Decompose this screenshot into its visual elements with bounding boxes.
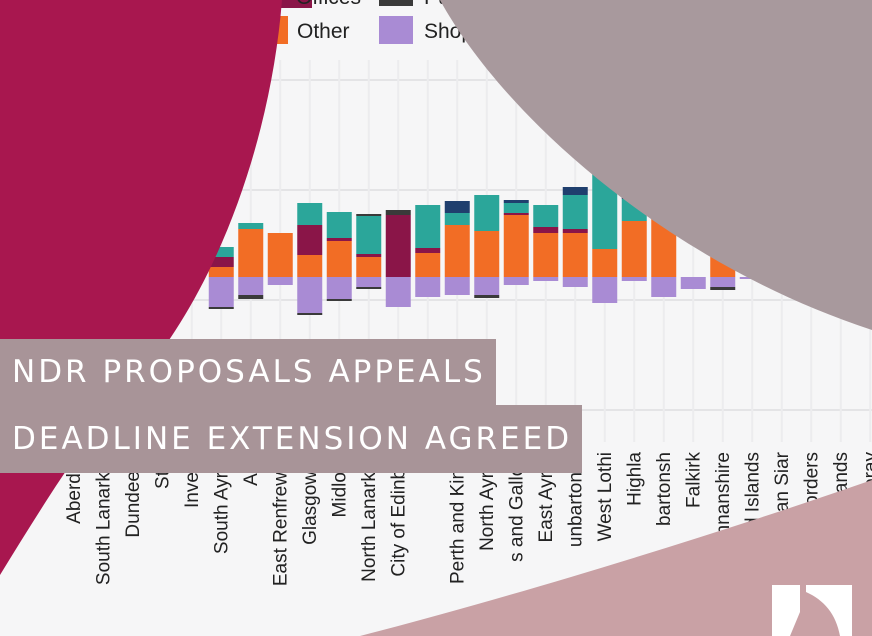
bar-segment-other [592,249,618,277]
x-tick-label: Glasgow C [300,452,321,545]
bar-segment-industrial [356,216,382,254]
bar-segment-other [503,215,529,277]
legend-swatch-pubs [379,0,413,6]
x-tick-label: East Ayrsh [536,452,557,542]
bar-segment-other [621,221,647,277]
bar-segment-hotels [562,187,588,195]
bar-segment-industrial [562,195,588,229]
bar-segment-shops [710,277,736,287]
bar-segment-offices [385,215,411,277]
bar-segment-other [238,229,264,277]
bar-segment-shops [592,277,618,303]
x-tick-label: East Renfrewsh [270,452,291,586]
bar-segment-pubs [710,287,736,290]
bar-segment-other [267,233,293,277]
x-tick-label: South Lanarksh [93,452,114,585]
bar-segment-shops [267,277,293,285]
bar-segment-pubs [297,313,323,315]
bar-segment-pubs [385,210,411,215]
bar-segment-shops [651,277,677,297]
x-tick-label: Perth and Kinro [447,452,468,584]
bar-segment-shops [238,277,264,295]
bar-segment-offices [208,257,234,267]
bar-segment-industrial [238,223,264,229]
bar-segment-offices [297,225,323,255]
bar-segment-industrial [444,213,470,225]
bar-segment-shops [415,277,441,297]
bar-segment-shops [297,277,323,313]
chart-bars [208,173,765,315]
bar-segment-other [562,233,588,277]
legend-swatch-offices [272,0,312,8]
bar-segment-shops [444,277,470,295]
bar-segment-shops [621,277,647,281]
bar-segment-shops [208,277,234,307]
x-tick-label: Dundee C [123,452,144,538]
bar-segment-pubs [326,299,352,301]
x-tick-label: West Lothi [595,452,616,541]
bar-segment-industrial [533,205,559,227]
legend-label-other: Other [297,20,350,43]
x-tick-label: d Islands [742,452,763,528]
x-tick-label: North Ayrsh [477,452,498,551]
bar-segment-pubs [356,214,382,216]
bar-segment-other [474,231,500,277]
x-tick-label: South Ayrsh [211,452,232,554]
x-tick-label: bartonsh [654,452,675,526]
bar-segment-pubs [474,295,500,298]
brand-logo-icon [772,585,852,636]
bar-segment-other [208,267,234,277]
decorative-mauve-shape [440,0,872,330]
bar-segment-offices [562,229,588,233]
bar-segment-shops [356,277,382,287]
x-tick-label: Moray [860,452,872,505]
bar-segment-offices [503,213,529,215]
x-tick-label: Highla [624,452,645,506]
legend-label-offices: Offices [296,0,361,9]
bar-segment-industrial [503,203,529,213]
bar-segment-hotels [444,201,470,213]
bar-segment-other [444,225,470,277]
bar-segment-other [356,257,382,277]
x-tick-label: nnanshire [713,452,734,535]
bar-segment-industrial [326,212,352,238]
x-tick-label: North Lanarksh [359,452,380,582]
bar-segment-offices [415,248,441,253]
x-tick-label: Falkirk [683,452,704,508]
bar-segment-industrial [208,247,234,257]
bar-segment-shops [385,277,411,307]
bar-segment-other [297,255,323,277]
x-tick-label: s and Gallow [506,452,527,562]
bar-segment-other [326,241,352,277]
x-tick-label: unbartonsh [565,452,586,547]
bar-segment-industrial [297,203,323,225]
bar-segment-other [415,253,441,277]
bar-segment-pubs [356,287,382,289]
bar-segment-industrial [474,195,500,231]
x-tick-label: City of Edinbur [388,451,409,576]
bar-segment-offices [356,254,382,257]
bar-segment-offices [326,238,352,241]
bar-segment-pubs [208,307,234,309]
bar-segment-shops [503,277,529,285]
bar-segment-shops [474,277,500,295]
decorative-pink-shape [360,480,872,636]
headline-line-2: DEADLINE EXTENSION AGREED [0,405,583,473]
bar-segment-shops [562,277,588,287]
bar-segment-shops [326,277,352,299]
bar-segment-industrial [415,205,441,248]
bar-segment-other [533,233,559,277]
bar-segment-shops [680,277,706,289]
legend-swatch-shops [379,16,413,44]
headline-line-1: NDR PROPOSALS APPEALS [0,339,496,405]
bar-segment-pubs [238,295,264,299]
bar-segment-hotels [503,200,529,203]
bar-segment-shops [533,277,559,281]
bar-segment-offices [533,227,559,233]
